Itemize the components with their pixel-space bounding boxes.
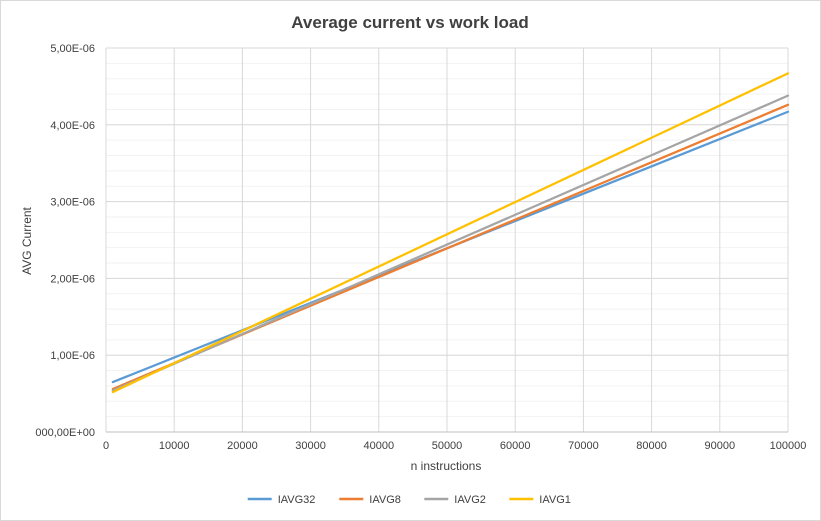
x-tick-label: 0 (103, 440, 109, 452)
x-tick-label: 10000 (159, 440, 190, 452)
chart-title: Average current vs work load (291, 13, 528, 32)
legend-label-iavg1: IAVG1 (539, 494, 571, 506)
y-axis-title: AVG Current (20, 206, 34, 274)
x-tick-label: 40000 (364, 440, 395, 452)
x-tick-label: 90000 (705, 440, 736, 452)
legend-label-iavg32: IAVG32 (278, 494, 316, 506)
legend: IAVG32 IAVG8 IAVG2 IAVG1 (247, 494, 571, 506)
x-tick-label: 80000 (636, 440, 667, 452)
series-lines (111, 72, 790, 394)
x-tick-label: 100000 (770, 440, 807, 452)
y-tick-label: 5,00E-06 (50, 43, 95, 55)
x-axis-title: n instructions (411, 459, 482, 473)
x-tick-label: 60000 (500, 440, 531, 452)
y-tick-label: 2,00E-06 (50, 273, 95, 285)
x-tick-label: 30000 (295, 440, 326, 452)
gridlines (105, 47, 789, 433)
x-tick-label: 50000 (432, 440, 463, 452)
y-tick-label: 4,00E-06 (50, 120, 95, 132)
x-tick-label: 20000 (227, 440, 258, 452)
y-tick-label: 000,00E+00 (35, 427, 95, 439)
axes: 000,00E+00 1,00E-06 2,00E-06 3,00E-06 4,00E-… (35, 43, 806, 452)
legend-label-iavg2: IAVG2 (454, 494, 486, 506)
x-tick-label: 70000 (568, 440, 599, 452)
series-line-iavg1 (111, 72, 790, 394)
legend-label-iavg8: IAVG8 (369, 494, 401, 506)
y-tick-label: 3,00E-06 (50, 197, 95, 209)
y-tick-label: 1,00E-06 (50, 350, 95, 362)
series-line-iavg2 (111, 94, 790, 392)
